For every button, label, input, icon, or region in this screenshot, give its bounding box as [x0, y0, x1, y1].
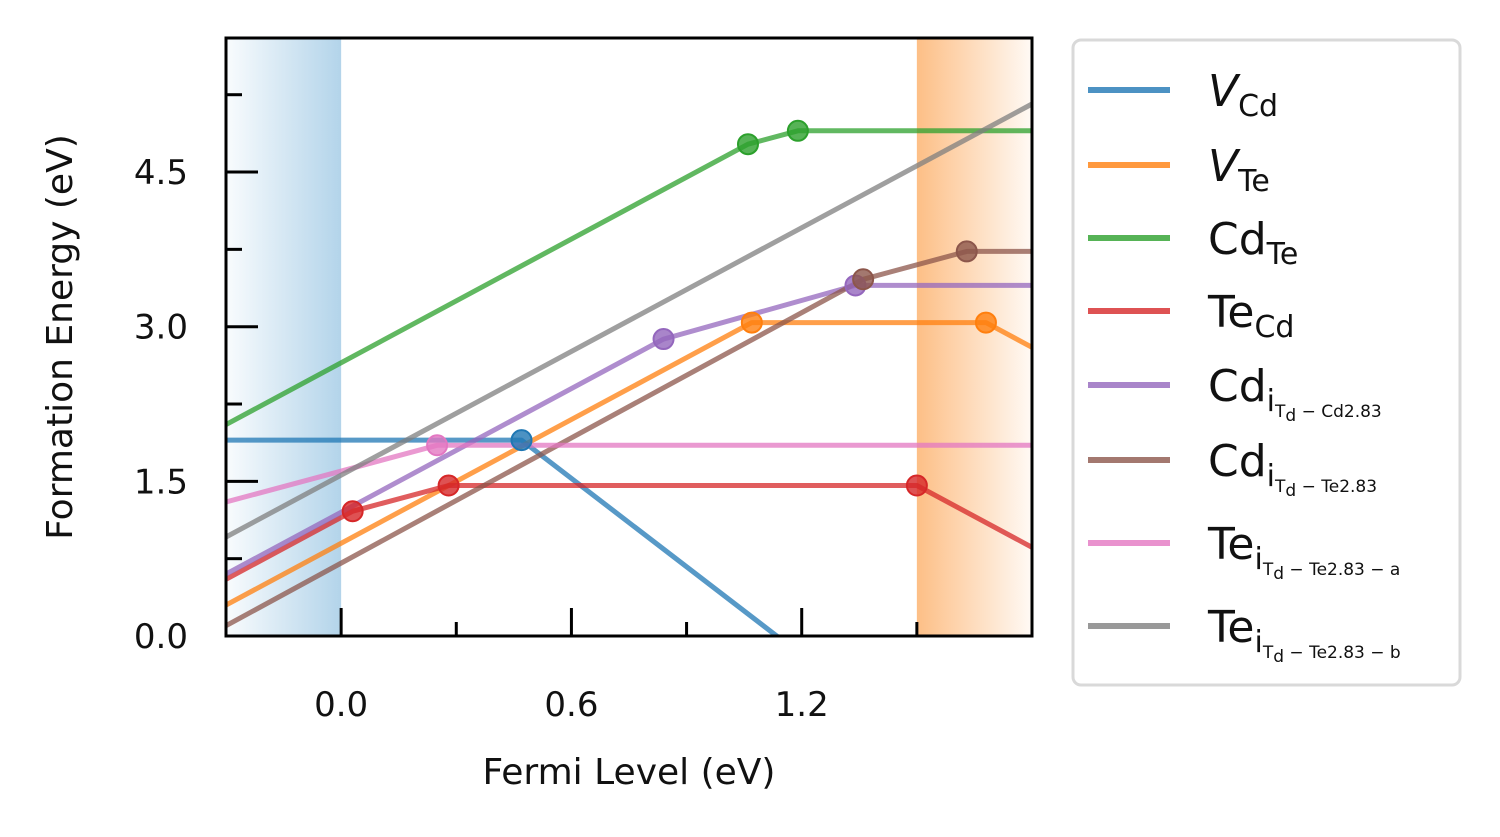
plot-frame	[224, 36, 1034, 638]
x-tick-label-0: 0.0	[314, 685, 368, 725]
series-line-1	[226, 320, 1032, 608]
valence-band-region	[226, 38, 342, 636]
x-tick-label-2: 1.2	[775, 685, 829, 725]
y-axis-label: Formation Energy (eV)	[40, 134, 81, 540]
legend-box	[1071, 38, 1462, 687]
series-marker-4-0	[652, 328, 675, 351]
series-markers	[341, 119, 997, 523]
legend-label-4: CdiTd − Cd2.83	[1208, 361, 1382, 426]
y-tick-label-0: 0.0	[134, 617, 188, 657]
axes: 0.0 0.6 1.2 0.0 1.5 3.0 4.5	[134, 36, 1034, 725]
y-tick-label-2: 3.0	[134, 308, 188, 348]
series-marker-6-0	[426, 434, 449, 457]
legend-label-3: TeCd	[1207, 287, 1294, 345]
legend: VCd VTe CdTe TeCd CdiTd − Cd2.83 CdiTd − Te2.…	[1071, 38, 1462, 687]
x-tick-label-1: 0.6	[544, 685, 598, 725]
series-marker-3-1	[437, 474, 460, 497]
series-marker-2-0	[736, 133, 759, 156]
series-lines	[226, 101, 1032, 636]
legend-label-7: TeiTd − Te2.83 − b	[1207, 602, 1401, 667]
x-axis-label: Fermi Level (eV)	[483, 752, 776, 793]
series-marker-5-1	[955, 240, 978, 263]
series-line-2	[226, 128, 1032, 427]
band-regions	[226, 38, 1032, 636]
legend-label-2: CdTe	[1208, 214, 1298, 272]
series-marker-1-0	[740, 311, 763, 334]
series-marker-5-0	[852, 268, 875, 291]
y-tick-label-3: 4.5	[134, 153, 188, 193]
y-tick-label-1: 1.5	[134, 462, 188, 502]
series-marker-1-1	[974, 311, 997, 334]
legend-label-1: VTe	[1208, 141, 1270, 199]
legend-label-0: VCd	[1208, 66, 1278, 124]
series-line-4	[226, 282, 1032, 577]
series-line-5	[226, 248, 1032, 628]
series-line-7	[226, 101, 1032, 540]
series-line-3	[226, 483, 1032, 582]
legend-label-5: CdiTd − Te2.83	[1208, 436, 1377, 501]
series-marker-3-0	[341, 500, 364, 523]
series-marker-0-0	[510, 429, 533, 452]
legend-label-6: TeiTd − Te2.83 − a	[1207, 519, 1400, 584]
series-marker-3-2	[905, 474, 928, 497]
series-marker-2-1	[786, 119, 809, 142]
